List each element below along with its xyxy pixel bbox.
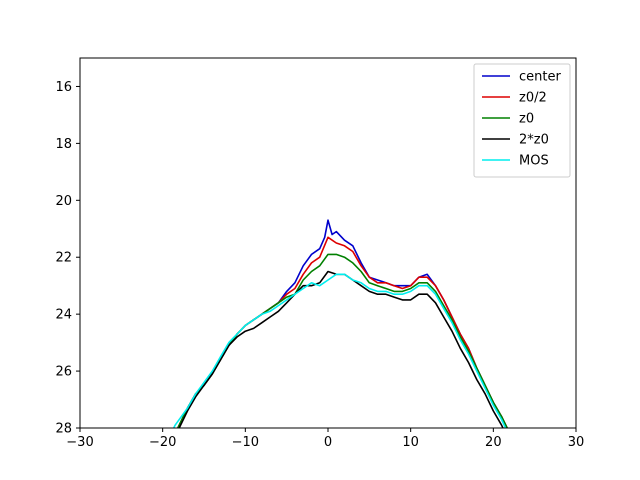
x-tick-label: 30 [568, 435, 585, 450]
legend-label: center [519, 70, 561, 85]
y-tick-label: 16 [55, 80, 72, 95]
y-axis: 16 18 20 22 24 26 28 [55, 80, 80, 437]
legend-label: z0 [519, 112, 534, 127]
series-layer [172, 219, 509, 428]
x-axis: −30 −20 −10 0 10 20 30 [66, 428, 584, 450]
legend-label: MOS [519, 154, 549, 169]
x-tick-label: 20 [485, 435, 502, 450]
legend: center z0/2 z0 2*z0 MOS [473, 63, 571, 178]
legend-label: z0/2 [519, 91, 547, 106]
x-tick-label: −30 [66, 435, 93, 450]
legend-label: 2*z0 [519, 133, 549, 148]
legend-box [473, 63, 571, 178]
y-tick-label: 18 [55, 137, 72, 152]
y-tick-label: 24 [55, 308, 72, 323]
y-tick-label: 26 [55, 365, 72, 380]
x-tick-label: −10 [232, 435, 259, 450]
y-tick-label: 22 [55, 251, 72, 266]
series-line-5 [172, 273, 507, 428]
y-tick-label: 28 [55, 422, 72, 437]
x-tick-label: 10 [402, 435, 419, 450]
y-tick-label: 20 [55, 194, 72, 209]
x-tick-label: −20 [149, 435, 176, 450]
x-tick-label: 0 [324, 435, 332, 450]
